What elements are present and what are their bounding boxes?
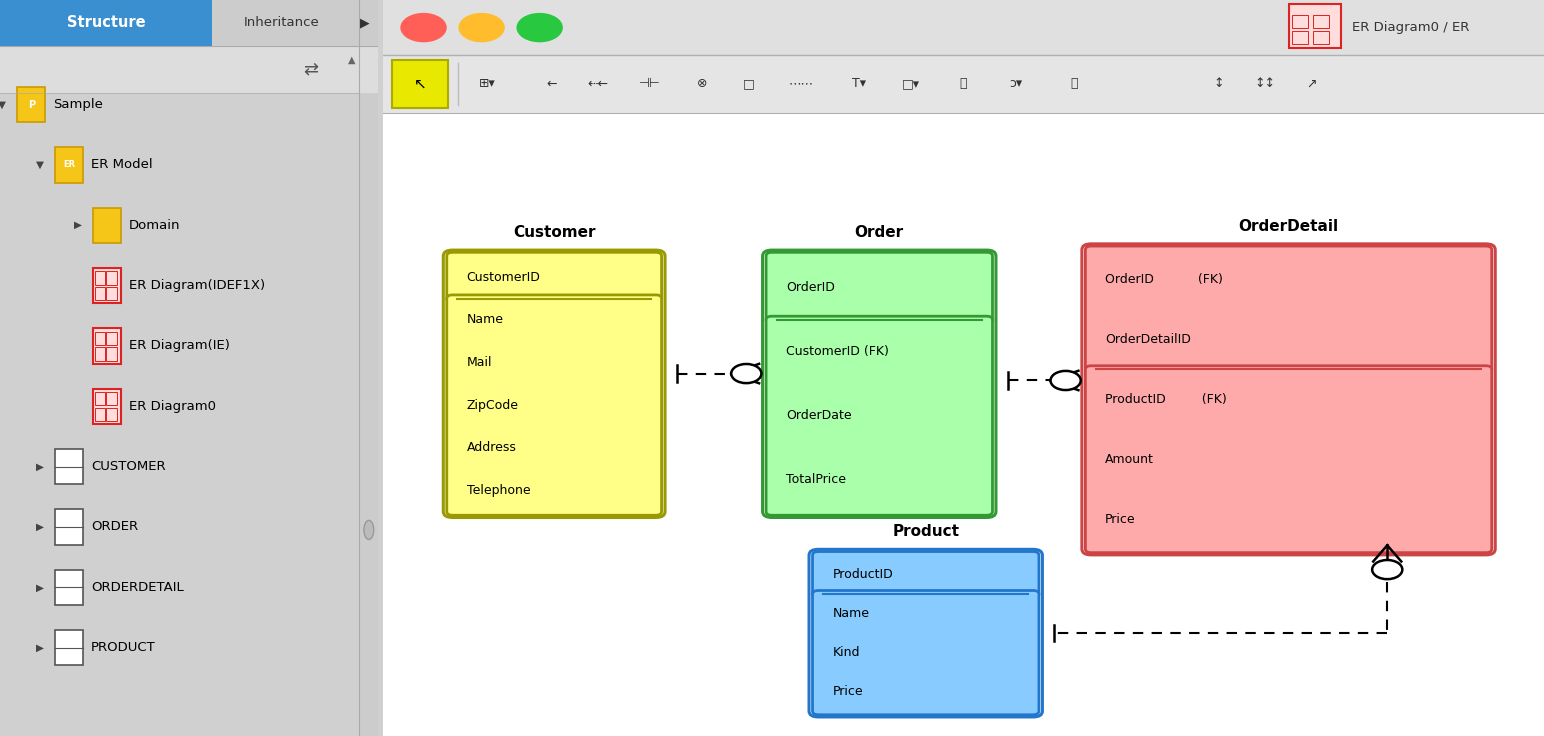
FancyBboxPatch shape [360, 93, 378, 736]
Text: PRODUCT: PRODUCT [91, 641, 156, 654]
Text: P: P [28, 99, 36, 110]
FancyBboxPatch shape [56, 630, 83, 665]
Text: CustomerID: CustomerID [466, 271, 540, 284]
Text: Customer: Customer [513, 224, 596, 240]
Text: CustomerID (FK): CustomerID (FK) [786, 345, 889, 358]
FancyBboxPatch shape [212, 0, 352, 46]
Text: ProductID: ProductID [832, 568, 892, 581]
Text: ⊞▾: ⊞▾ [479, 77, 496, 91]
Text: Product: Product [892, 524, 959, 539]
Text: Amount: Amount [1106, 453, 1153, 466]
Text: ⊗: ⊗ [696, 77, 707, 91]
Text: Order: Order [855, 224, 903, 240]
FancyBboxPatch shape [0, 0, 212, 46]
Text: ER Diagram(IE): ER Diagram(IE) [128, 339, 230, 353]
FancyBboxPatch shape [446, 252, 661, 302]
FancyBboxPatch shape [766, 316, 993, 515]
Text: ER Model: ER Model [91, 158, 153, 171]
Text: ▶: ▶ [74, 220, 82, 230]
Text: ＼: ＼ [960, 77, 967, 91]
Text: ⇠←: ⇠← [587, 77, 608, 91]
Text: ▶: ▶ [36, 582, 43, 592]
FancyBboxPatch shape [1289, 4, 1340, 48]
Text: ⊣⊢: ⊣⊢ [639, 77, 661, 91]
Text: Inheritance: Inheritance [244, 16, 320, 29]
Text: ▲: ▲ [347, 55, 355, 65]
FancyBboxPatch shape [1085, 246, 1492, 373]
Text: □▾: □▾ [902, 77, 920, 91]
FancyBboxPatch shape [17, 87, 45, 122]
Text: OrderDetail: OrderDetail [1238, 219, 1339, 233]
Text: OrderID: OrderID [786, 281, 835, 294]
Text: ↖: ↖ [414, 77, 426, 91]
FancyBboxPatch shape [352, 0, 378, 46]
Circle shape [400, 13, 446, 43]
FancyBboxPatch shape [56, 147, 83, 183]
Text: ↗: ↗ [1306, 77, 1317, 91]
Text: ↕: ↕ [1214, 77, 1224, 91]
FancyBboxPatch shape [93, 328, 120, 364]
Text: Name: Name [466, 314, 503, 326]
Text: ⇄: ⇄ [303, 60, 318, 79]
FancyBboxPatch shape [0, 46, 378, 93]
Circle shape [732, 364, 761, 383]
FancyBboxPatch shape [766, 252, 993, 324]
Circle shape [1050, 371, 1081, 390]
FancyBboxPatch shape [446, 295, 661, 515]
FancyBboxPatch shape [93, 389, 120, 424]
Text: Structure: Structure [66, 15, 145, 30]
FancyBboxPatch shape [812, 551, 1039, 598]
Text: ORDERDETAIL: ORDERDETAIL [91, 581, 184, 594]
FancyBboxPatch shape [812, 590, 1039, 715]
Text: ↕↕: ↕↕ [1255, 77, 1275, 91]
Text: 🖼: 🖼 [1070, 77, 1078, 91]
FancyBboxPatch shape [1085, 366, 1492, 553]
FancyBboxPatch shape [383, 113, 1544, 736]
Text: Price: Price [832, 685, 863, 698]
Text: Name: Name [832, 607, 869, 620]
Text: OrderDate: OrderDate [786, 409, 851, 422]
Text: CUSTOMER: CUSTOMER [91, 460, 165, 473]
Text: ▶: ▶ [360, 16, 371, 29]
Text: TotalPrice: TotalPrice [786, 473, 846, 486]
Text: Price: Price [1106, 512, 1136, 526]
Circle shape [459, 13, 505, 43]
Text: ▶: ▶ [36, 522, 43, 532]
Text: ⋯⋯: ⋯⋯ [789, 77, 814, 91]
Text: ProductID         (FK): ProductID (FK) [1106, 393, 1227, 406]
Text: ▶: ▶ [36, 643, 43, 653]
FancyBboxPatch shape [392, 60, 448, 108]
Circle shape [516, 13, 564, 43]
Text: Mail: Mail [466, 356, 493, 369]
Text: Domain: Domain [128, 219, 181, 232]
Text: Kind: Kind [832, 646, 860, 659]
Text: OrderDetailID: OrderDetailID [1106, 333, 1190, 346]
Circle shape [1373, 560, 1402, 579]
FancyBboxPatch shape [93, 268, 120, 303]
FancyBboxPatch shape [56, 449, 83, 484]
Text: T▾: T▾ [852, 77, 866, 91]
Text: ER Diagram(IDEF1X): ER Diagram(IDEF1X) [128, 279, 264, 292]
Text: ▼: ▼ [36, 160, 43, 170]
FancyBboxPatch shape [56, 570, 83, 605]
Text: Address: Address [466, 441, 516, 454]
Circle shape [364, 520, 374, 539]
FancyBboxPatch shape [93, 208, 120, 243]
Text: ZipCode: ZipCode [466, 399, 519, 411]
Text: ER Diagram0: ER Diagram0 [128, 400, 216, 413]
Text: ER: ER [63, 160, 76, 169]
Text: ←: ← [547, 77, 556, 91]
Text: □: □ [743, 77, 755, 91]
Text: OrderID           (FK): OrderID (FK) [1106, 273, 1223, 286]
Text: ▶: ▶ [36, 461, 43, 472]
Text: ER Diagram0 / ER: ER Diagram0 / ER [1353, 21, 1470, 34]
FancyBboxPatch shape [383, 0, 1544, 55]
Text: ORDER: ORDER [91, 520, 137, 534]
Text: Sample: Sample [52, 98, 103, 111]
Text: ↄ▾: ↄ▾ [1010, 77, 1022, 91]
Text: ▼: ▼ [0, 99, 6, 110]
FancyBboxPatch shape [383, 55, 1544, 113]
Text: Telephone: Telephone [466, 484, 530, 497]
FancyBboxPatch shape [56, 509, 83, 545]
